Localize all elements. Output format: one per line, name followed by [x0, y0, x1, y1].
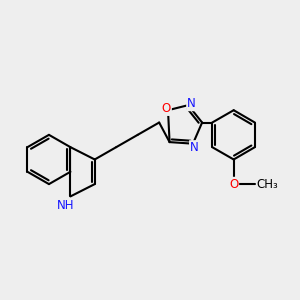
Text: CH₃: CH₃: [257, 178, 278, 190]
Text: O: O: [229, 178, 238, 190]
Text: NH: NH: [57, 200, 74, 212]
Text: N: N: [190, 141, 199, 154]
Text: N: N: [187, 98, 196, 110]
Text: O: O: [162, 102, 171, 115]
